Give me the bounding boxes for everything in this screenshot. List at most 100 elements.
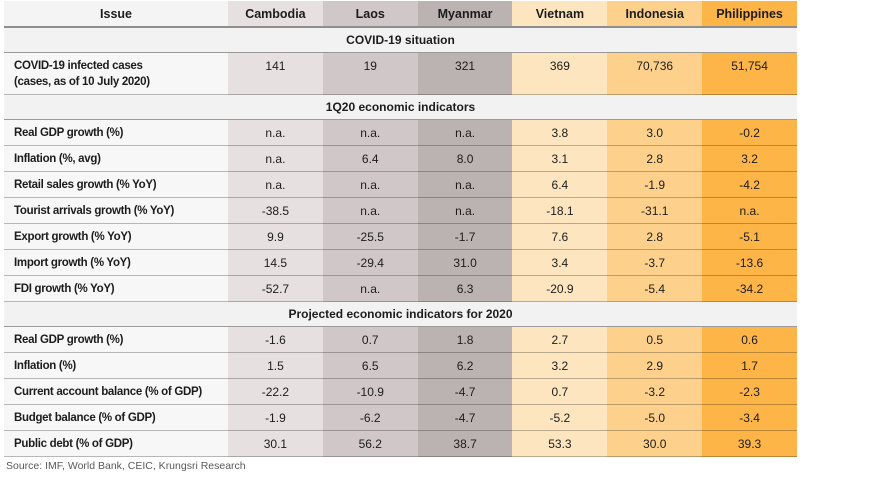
row-sublabel-text: (cases, as of 10 July 2020) <box>14 76 150 88</box>
value-cell-philippines: 39.3 <box>702 431 797 457</box>
row-label: Real GDP growth (%) <box>4 120 228 146</box>
value-cell-vietnam: 0.7 <box>512 379 608 405</box>
value-cell-vietnam: -5.2 <box>512 405 608 431</box>
section-header-row: Projected economic indicators for 2020 <box>4 302 797 327</box>
value-cell-vietnam: 3.4 <box>512 250 608 276</box>
value-cell-indonesia: 30.0 <box>607 431 703 457</box>
table-row: Retail sales growth (% YoY) n.a. n.a. n.a. 6… <box>4 172 797 198</box>
value-cell-philippines: -13.6 <box>702 250 797 276</box>
row-label-text: Budget balance (% of GDP) <box>14 411 156 424</box>
value-cell-indonesia: -5.0 <box>607 405 703 431</box>
row-label-text: Import growth (% YoY) <box>14 256 131 269</box>
table-row: Real GDP growth (%) n.a. n.a. n.a. 3.8 3.0 -0.… <box>4 120 797 146</box>
value-cell-indonesia: -5.4 <box>607 276 703 302</box>
value-cell-vietnam: 7.6 <box>512 224 608 250</box>
value-cell-laos: n.a. <box>322 120 418 146</box>
value-cell-myanmar: 38.7 <box>417 431 513 457</box>
row-label: Budget balance (% of GDP) <box>4 405 228 431</box>
table-row: Import growth (% YoY) 14.5 -29.4 31.0 3.4 -3.… <box>4 250 797 276</box>
value-cell-myanmar: -4.7 <box>417 405 513 431</box>
value-cell-cambodia: n.a. <box>228 120 323 146</box>
row-label-text: Tourist arrivals growth (% YoY) <box>14 204 175 217</box>
row-label: Export growth (% YoY) <box>4 224 228 250</box>
row-label: COVID-19 infected cases (cases, as of 10 … <box>4 53 228 95</box>
row-label: Inflation (%, avg) <box>4 146 228 172</box>
value-cell-myanmar: 6.3 <box>417 276 513 302</box>
value-cell-cambodia: 30.1 <box>228 431 323 457</box>
row-label-text: COVID-19 infected cases <box>14 60 143 72</box>
row-label: FDI growth (% YoY) <box>4 276 228 302</box>
row-label: Current account balance (% of GDP) <box>4 379 228 405</box>
value-cell-cambodia: 9.9 <box>228 224 323 250</box>
value-cell-vietnam: 53.3 <box>512 431 608 457</box>
row-label: Tourist arrivals growth (% YoY) <box>4 198 228 224</box>
table-row: Tourist arrivals growth (% YoY) -38.5 n.a.… <box>4 198 797 224</box>
value-cell-philippines: -4.2 <box>702 172 797 198</box>
section-title: 1Q20 economic indicators <box>4 95 797 120</box>
value-cell-indonesia: -3.2 <box>607 379 703 405</box>
row-label-text: Retail sales growth (% YoY) <box>14 178 157 191</box>
value-cell-myanmar: 8.0 <box>417 146 513 172</box>
value-cell-myanmar: n.a. <box>417 172 513 198</box>
source-note: Source: IMF, World Bank, CEIC, Krungsri … <box>6 460 246 472</box>
section-header-row: 1Q20 economic indicators <box>4 95 797 120</box>
row-label: Import growth (% YoY) <box>4 250 228 276</box>
value-cell-laos: n.a. <box>322 198 418 224</box>
value-cell-cambodia: 141 <box>228 53 323 95</box>
value-cell-philippines: n.a. <box>702 198 797 224</box>
value-cell-laos: 56.2 <box>322 431 418 457</box>
table-row: Export growth (% YoY) 9.9 -25.5 -1.7 7.6 2.8-… <box>4 224 797 250</box>
value-cell-philippines: -34.2 <box>702 276 797 302</box>
value-cell-cambodia: -52.7 <box>228 276 323 302</box>
value-cell-laos: -25.5 <box>322 224 418 250</box>
value-cell-philippines: -2.3 <box>702 379 797 405</box>
value-cell-laos: -6.2 <box>322 405 418 431</box>
row-label-text: Inflation (%, avg) <box>14 152 101 165</box>
value-cell-philippines: -5.1 <box>702 224 797 250</box>
value-cell-laos: -10.9 <box>322 379 418 405</box>
value-cell-laos: -29.4 <box>322 250 418 276</box>
value-cell-cambodia: n.a. <box>228 146 323 172</box>
value-cell-indonesia: -1.9 <box>607 172 703 198</box>
value-cell-vietnam: -20.9 <box>512 276 608 302</box>
value-cell-indonesia: 2.8 <box>607 224 703 250</box>
country-header-indonesia: Indonesia <box>607 1 703 28</box>
value-cell-myanmar: 6.2 <box>417 353 513 379</box>
row-label-text: Real GDP growth (%) <box>14 333 124 346</box>
table-row: Inflation (%) 1.5 6.5 6.2 3.2 2.9 1.7 <box>4 353 797 379</box>
value-cell-indonesia: 2.9 <box>607 353 703 379</box>
value-cell-vietnam: 6.4 <box>512 172 608 198</box>
value-cell-myanmar: 1.8 <box>417 327 513 353</box>
country-header-philippines: Philippines <box>702 1 797 28</box>
country-header-myanmar: Myanmar <box>417 1 513 28</box>
value-cell-myanmar: n.a. <box>417 120 513 146</box>
issue-column-header: Issue <box>4 1 228 28</box>
row-label: Real GDP growth (%) <box>4 327 228 353</box>
row-label-text: FDI growth (% YoY) <box>14 282 115 295</box>
country-header-cambodia: Cambodia <box>228 1 323 28</box>
value-cell-indonesia: 3.0 <box>607 120 703 146</box>
value-cell-indonesia: 70,736 <box>607 53 703 95</box>
table-row: FDI growth (% YoY) -52.7 n.a. 6.3 -20.9 -5.4-… <box>4 276 797 302</box>
value-cell-laos: 19 <box>322 53 418 95</box>
value-cell-cambodia: -38.5 <box>228 198 323 224</box>
row-label: Public debt (% of GDP) <box>4 431 228 457</box>
value-cell-indonesia: 2.8 <box>607 146 703 172</box>
country-header-laos: Laos <box>322 1 418 28</box>
value-cell-laos: n.a. <box>322 172 418 198</box>
section-header-row: COVID-19 situation <box>4 28 797 53</box>
value-cell-vietnam: 369 <box>512 53 608 95</box>
value-cell-vietnam: 3.1 <box>512 146 608 172</box>
value-cell-vietnam: 3.8 <box>512 120 608 146</box>
row-label: Retail sales growth (% YoY) <box>4 172 228 198</box>
value-cell-philippines: 3.2 <box>702 146 797 172</box>
value-cell-cambodia: -22.2 <box>228 379 323 405</box>
value-cell-myanmar: 31.0 <box>417 250 513 276</box>
table-row: COVID-19 infected cases (cases, as of 10 … <box>4 53 797 95</box>
value-cell-myanmar: n.a. <box>417 198 513 224</box>
row-label: Inflation (%) <box>4 353 228 379</box>
value-cell-myanmar: -4.7 <box>417 379 513 405</box>
value-cell-vietnam: 3.2 <box>512 353 608 379</box>
section-title: COVID-19 situation <box>4 28 797 53</box>
row-label-text: Real GDP growth (%) <box>14 126 124 139</box>
